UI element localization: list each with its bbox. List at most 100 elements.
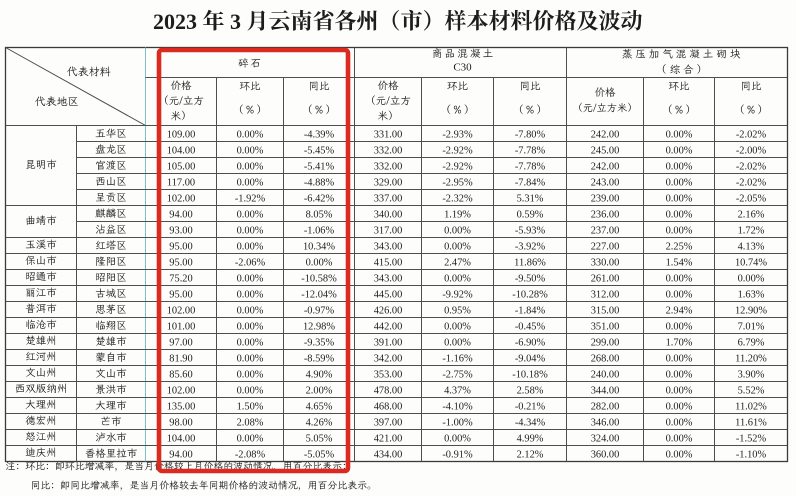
- svg-text:-7.80%: -7.80%: [515, 129, 546, 140]
- svg-text:-4.88%: -4.88%: [304, 177, 335, 188]
- svg-text:1.54%: 1.54%: [666, 257, 693, 268]
- svg-text:8.05%: 8.05%: [306, 209, 333, 220]
- svg-text:95.00: 95.00: [169, 257, 192, 268]
- svg-text:0.00%: 0.00%: [237, 353, 264, 364]
- svg-text:0.00%: 0.00%: [666, 209, 693, 220]
- svg-text:-0.21%: -0.21%: [515, 401, 546, 412]
- svg-text:344.00: 344.00: [591, 385, 620, 396]
- svg-text:-7.78%: -7.78%: [515, 145, 546, 156]
- svg-text:94.00: 94.00: [169, 449, 192, 460]
- svg-text:478.00: 478.00: [374, 385, 403, 396]
- svg-text:324.00: 324.00: [591, 433, 620, 444]
- svg-text:2.25%: 2.25%: [666, 241, 693, 252]
- svg-text:242.00: 242.00: [591, 161, 620, 172]
- svg-text:1.63%: 1.63%: [738, 289, 765, 300]
- svg-text:337.00: 337.00: [374, 193, 403, 204]
- svg-text:1.50%: 1.50%: [237, 401, 264, 412]
- svg-text:10.74%: 10.74%: [735, 257, 767, 268]
- svg-text:391.00: 391.00: [374, 337, 403, 348]
- svg-text:-2.02%: -2.02%: [736, 129, 767, 140]
- svg-text:0.00%: 0.00%: [444, 241, 471, 252]
- svg-text:2.94%: 2.94%: [666, 305, 693, 316]
- svg-text:4.26%: 4.26%: [306, 417, 333, 428]
- svg-text:312.00: 312.00: [591, 289, 620, 300]
- svg-text:11.02%: 11.02%: [735, 401, 767, 412]
- svg-text:0.00%: 0.00%: [666, 289, 693, 300]
- svg-text:-2.02%: -2.02%: [736, 177, 767, 188]
- svg-text:-10.28%: -10.28%: [512, 289, 548, 300]
- svg-text:0.00%: 0.00%: [237, 337, 264, 348]
- svg-text:-9.04%: -9.04%: [515, 353, 546, 364]
- svg-text:242.00: 242.00: [591, 129, 620, 140]
- svg-text:75.20: 75.20: [169, 273, 192, 284]
- svg-text:-5.45%: -5.45%: [304, 145, 335, 156]
- svg-text:0.00%: 0.00%: [237, 241, 264, 252]
- svg-text:-1.00%: -1.00%: [442, 417, 473, 428]
- svg-text:98.00: 98.00: [169, 417, 192, 428]
- svg-text:-4.10%: -4.10%: [442, 401, 473, 412]
- svg-text:0.00%: 0.00%: [444, 433, 471, 444]
- svg-text:421.00: 421.00: [374, 433, 403, 444]
- svg-text:0.59%: 0.59%: [517, 209, 544, 220]
- svg-text:-1.10%: -1.10%: [736, 449, 767, 460]
- svg-text:397.00: 397.00: [374, 417, 403, 428]
- svg-text:-1.06%: -1.06%: [304, 225, 335, 236]
- svg-text:340.00: 340.00: [374, 209, 403, 220]
- svg-text:10.34%: 10.34%: [303, 241, 335, 252]
- svg-text:0.00%: 0.00%: [666, 161, 693, 172]
- svg-text:0.00%: 0.00%: [237, 161, 264, 172]
- svg-text:-7.78%: -7.78%: [515, 161, 546, 172]
- svg-text:2.00%: 2.00%: [306, 385, 333, 396]
- svg-text:346.00: 346.00: [591, 417, 620, 428]
- svg-text:329.00: 329.00: [374, 177, 403, 188]
- svg-text:3: 3: [230, 9, 241, 34]
- svg-text:-2.02%: -2.02%: [736, 161, 767, 172]
- svg-text:1.70%: 1.70%: [666, 337, 693, 348]
- svg-text:-5.41%: -5.41%: [304, 161, 335, 172]
- svg-text:434.00: 434.00: [374, 449, 403, 460]
- svg-text:102.00: 102.00: [167, 385, 196, 396]
- svg-text:330.00: 330.00: [591, 257, 620, 268]
- svg-text:426.00: 426.00: [374, 305, 403, 316]
- svg-text:-10.18%: -10.18%: [512, 369, 548, 380]
- svg-text:445.00: 445.00: [374, 289, 403, 300]
- svg-text:2.16%: 2.16%: [738, 209, 765, 220]
- svg-text:0.00%: 0.00%: [444, 225, 471, 236]
- svg-text:240.00: 240.00: [591, 369, 620, 380]
- svg-text:-2.92%: -2.92%: [442, 161, 473, 172]
- svg-text:93.00: 93.00: [169, 225, 192, 236]
- svg-text:-2.06%: -2.06%: [235, 257, 266, 268]
- svg-text:-1.92%: -1.92%: [235, 193, 266, 204]
- svg-text:331.00: 331.00: [374, 129, 403, 140]
- svg-text:-12.04%: -12.04%: [301, 289, 337, 300]
- svg-text:-9.35%: -9.35%: [304, 337, 335, 348]
- svg-text:1.19%: 1.19%: [444, 209, 471, 220]
- svg-text:0.00%: 0.00%: [237, 369, 264, 380]
- svg-text:0.95%: 0.95%: [444, 305, 471, 316]
- svg-text:-4.34%: -4.34%: [515, 417, 546, 428]
- svg-text:468.00: 468.00: [374, 401, 403, 412]
- svg-text:-2.92%: -2.92%: [442, 145, 473, 156]
- svg-text:0.00%: 0.00%: [237, 129, 264, 140]
- svg-text:0.00%: 0.00%: [666, 353, 693, 364]
- svg-text:11.86%: 11.86%: [514, 257, 546, 268]
- svg-text:11.61%: 11.61%: [735, 417, 767, 428]
- svg-text:95.00: 95.00: [169, 289, 192, 300]
- svg-text:-6.42%: -6.42%: [304, 193, 335, 204]
- svg-text:0.00%: 0.00%: [666, 385, 693, 396]
- svg-text:343.00: 343.00: [374, 241, 403, 252]
- svg-text:3.90%: 3.90%: [738, 369, 765, 380]
- svg-text:-7.84%: -7.84%: [515, 177, 546, 188]
- svg-text:227.00: 227.00: [591, 241, 620, 252]
- svg-text:-0.45%: -0.45%: [515, 321, 546, 332]
- svg-text:4.37%: 4.37%: [444, 385, 471, 396]
- svg-text:0.00%: 0.00%: [237, 433, 264, 444]
- svg-text:-3.92%: -3.92%: [515, 241, 546, 252]
- svg-text:0.00%: 0.00%: [306, 257, 333, 268]
- svg-text:101.00: 101.00: [167, 321, 196, 332]
- svg-text:4.13%: 4.13%: [738, 241, 765, 252]
- svg-text:0.00%: 0.00%: [237, 321, 264, 332]
- svg-text:343.00: 343.00: [374, 273, 403, 284]
- svg-text:0.00%: 0.00%: [237, 385, 264, 396]
- svg-text:-10.58%: -10.58%: [301, 273, 337, 284]
